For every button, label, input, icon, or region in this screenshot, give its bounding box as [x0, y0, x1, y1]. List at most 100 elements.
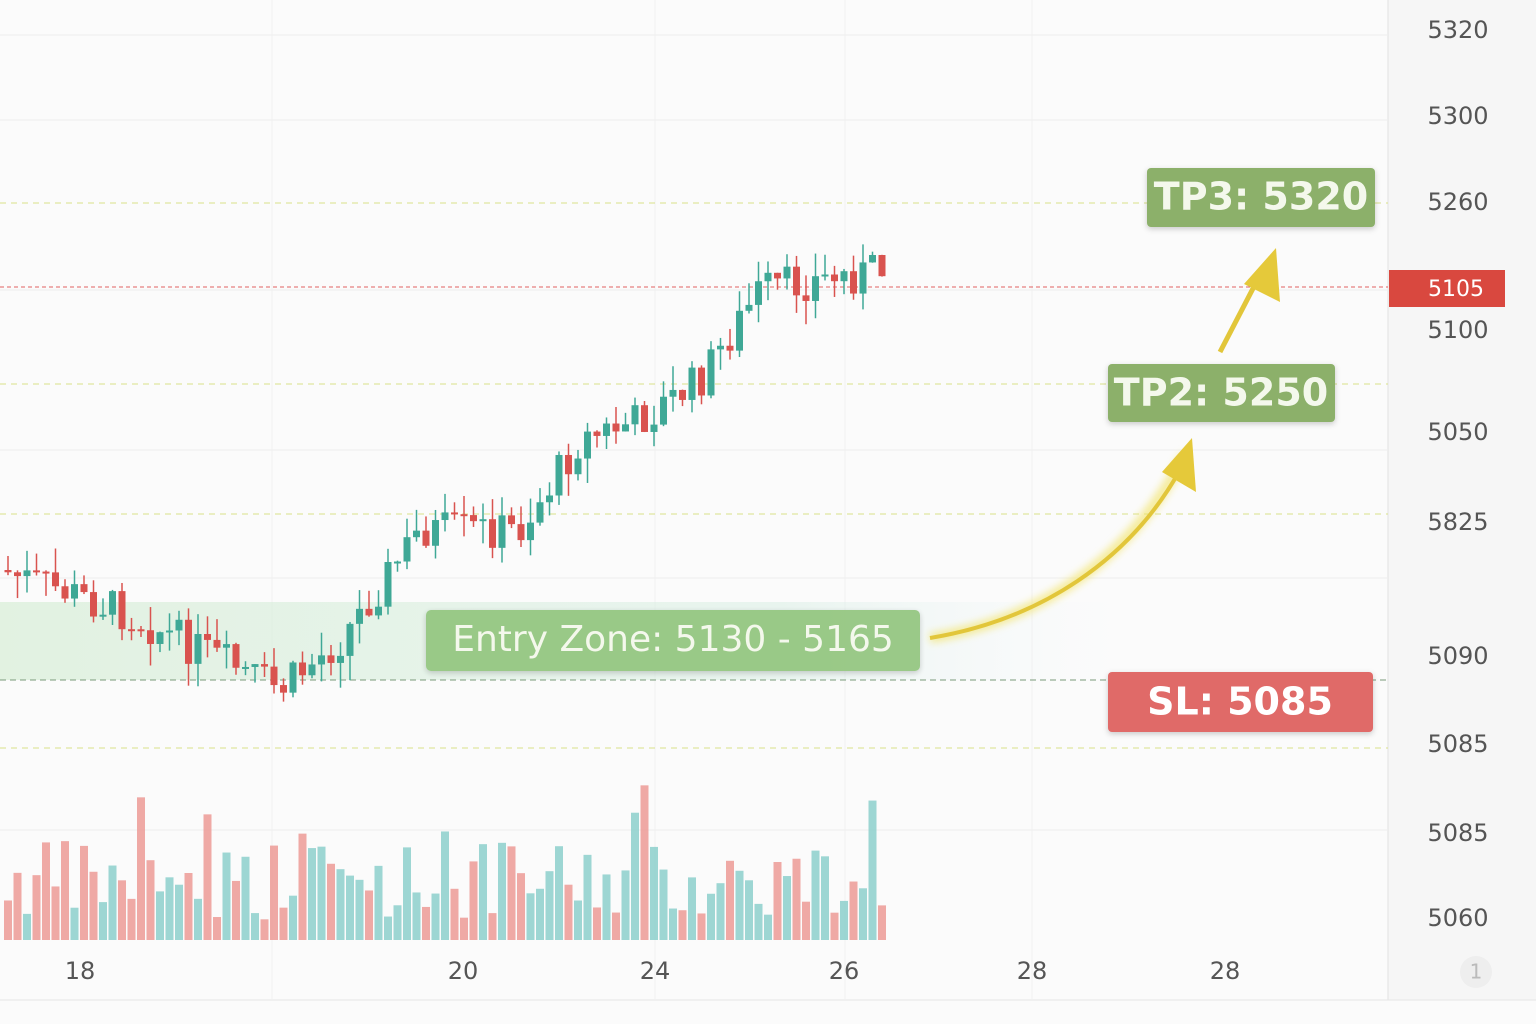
price-label: 5260 [1427, 188, 1488, 216]
volume-bar [593, 907, 601, 940]
candle-body [52, 572, 59, 587]
volume-bar [716, 883, 725, 940]
volume-bar [678, 910, 687, 940]
candles [4, 244, 886, 702]
volume-bar [460, 917, 468, 940]
candle-body [128, 629, 135, 632]
time-label: 18 [65, 957, 96, 985]
candle-body [508, 515, 515, 525]
candle-body [451, 512, 458, 515]
volume-bar [640, 785, 649, 940]
volume-bar [184, 873, 193, 940]
volume-bar [564, 884, 573, 940]
volume-bar [488, 913, 497, 940]
volume-bar [450, 888, 459, 940]
volume-bar [203, 814, 212, 940]
candle-body [346, 623, 354, 656]
volume-bar [612, 912, 620, 940]
volume-bar [232, 880, 240, 940]
volume-bar [270, 845, 278, 940]
volume-bar [336, 869, 345, 940]
candle-body [394, 561, 401, 564]
volume-bar [175, 884, 183, 940]
price-label: 5320 [1427, 16, 1488, 44]
volume-bar [878, 905, 886, 940]
arrow [929, 469, 1182, 640]
volume-bar [156, 891, 164, 940]
time-label: 28 [1210, 957, 1241, 985]
volume-bar [137, 797, 145, 940]
candle-body [460, 514, 468, 517]
price-label: 5300 [1427, 102, 1488, 130]
tp3-label: TP3: 5320 [1154, 175, 1368, 219]
candle-body [650, 424, 658, 432]
time-label: 26 [829, 957, 860, 985]
time-label: 24 [640, 957, 671, 985]
axes: 5320 5300 5260 5100 5050 5825 5090 5085 5085 5060… [65, 16, 1489, 985]
volume-bar [384, 916, 392, 940]
candle-body [802, 295, 810, 301]
volume-bar [308, 848, 316, 940]
candle-body [821, 274, 829, 277]
entry-zone-label: Entry Zone: 5130 - 5165 [452, 619, 894, 660]
candle-body [270, 666, 278, 686]
volume-bar [51, 886, 60, 940]
volume-bar [621, 870, 630, 940]
candle-body [479, 519, 487, 522]
sl-box [1108, 672, 1373, 732]
candle-body [612, 423, 620, 432]
volume [4, 785, 886, 940]
candle-body [71, 584, 78, 599]
price-label: 5085 [1427, 819, 1488, 847]
candle-body [574, 458, 582, 475]
volume-bar [4, 900, 12, 940]
candle-body [99, 614, 107, 617]
tp3-box [1147, 168, 1375, 227]
candle-body [859, 262, 867, 294]
candle-body [527, 522, 534, 541]
volume-bar [23, 913, 31, 940]
candle-body [565, 454, 572, 475]
candle-body [631, 405, 639, 425]
volume-bar [688, 877, 696, 940]
candle-body [764, 272, 772, 282]
candle-body [432, 520, 439, 546]
volume-bar [707, 893, 715, 940]
candle-body [213, 639, 221, 648]
candle-body [23, 570, 31, 577]
candle-body [166, 630, 173, 633]
candle-body [745, 304, 753, 311]
volume-bar [289, 895, 297, 940]
volume-bar [13, 872, 22, 940]
volume-bar [602, 874, 611, 940]
volume-bar [764, 914, 772, 940]
candle-body [831, 274, 838, 282]
volume-bar [374, 865, 383, 940]
volume-bar [89, 871, 98, 940]
time-label: 28 [1017, 957, 1048, 985]
volume-bar [859, 888, 867, 940]
candle-body [251, 664, 259, 667]
volume-bar [412, 892, 421, 940]
volume-bar [346, 875, 354, 940]
tp2-label: TP2: 5250 [1114, 371, 1328, 415]
volume-bar [213, 917, 221, 940]
candle-body [80, 584, 88, 593]
volume-bar [517, 873, 525, 940]
volume-bar [830, 912, 839, 940]
volume-bar [431, 893, 440, 940]
candle-body [365, 608, 373, 616]
volume-bar [422, 906, 430, 940]
volume-bar [279, 907, 288, 940]
candle-body [33, 570, 40, 573]
candle-body [413, 530, 420, 538]
price-label: 5090 [1427, 642, 1488, 670]
volume-bar [469, 861, 478, 940]
candle-body [669, 389, 677, 397]
grid [0, 0, 1388, 1000]
tp2-box [1108, 364, 1335, 422]
volume-bar [317, 846, 326, 940]
volume-bar [194, 898, 202, 940]
volume-bar [792, 858, 801, 940]
candle-body [422, 530, 430, 546]
